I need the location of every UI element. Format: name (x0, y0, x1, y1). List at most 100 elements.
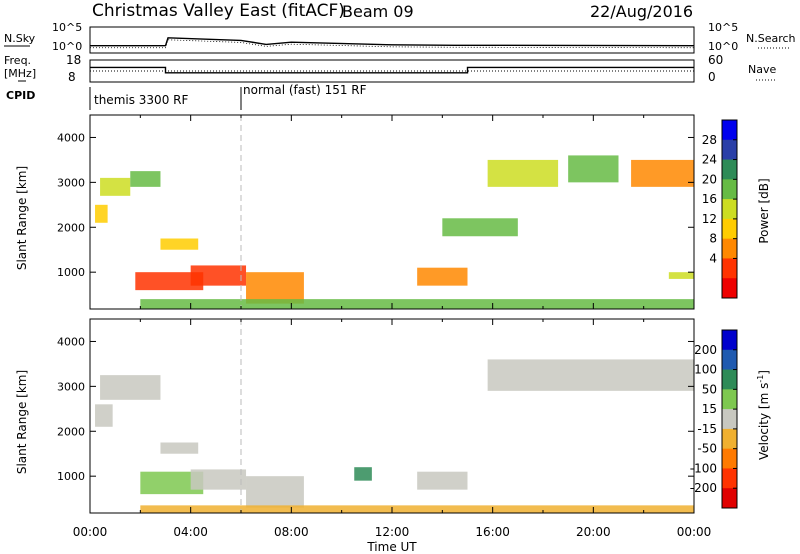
colorbar-swatch (722, 349, 737, 371)
data-region (190, 469, 247, 490)
freq-tick-top: 18 (66, 53, 81, 67)
beam-title: Beam 09 (342, 2, 414, 21)
colorbar-swatch (722, 278, 737, 299)
colorbar-swatch (722, 369, 737, 390)
nave-tick-bottom: 0 (708, 70, 716, 84)
data-region (568, 155, 619, 183)
power-panel: 1000 2000 3000 4000 Slant Range [km] (15, 114, 695, 310)
velocity-y-ticks: 1000 2000 3000 4000 (57, 335, 694, 483)
colorbar-tick-label: -50 (697, 442, 717, 456)
x-tick-label: 12:00 (375, 525, 410, 539)
colorbar-swatch (722, 139, 737, 161)
colorbar-tick-label: 200 (694, 343, 717, 357)
colorbar-swatch (722, 120, 737, 141)
data-region (135, 272, 204, 291)
freq-units: [MHz] (4, 67, 36, 80)
data-region (246, 476, 304, 508)
x-tick-label: 00:00 (73, 525, 108, 539)
velocity-colorbar-label-sup: -1 (756, 375, 765, 383)
colorbar-swatch (722, 330, 737, 351)
x-tick-label: 16:00 (475, 525, 510, 539)
data-region (140, 299, 695, 309)
colorbar-tick-label: 16 (702, 192, 717, 206)
data-region (668, 272, 694, 279)
data-region (100, 177, 131, 196)
colorbar-swatch (722, 199, 737, 220)
colorbar-tick-label: -200 (690, 481, 717, 495)
nsky-tick-bottom: 10^0 (52, 40, 82, 53)
nsky-panel: N.Sky 10^5 10^0 10^5 10^0 N.Search (4, 21, 796, 54)
colorbar-frame (721, 329, 738, 509)
freq-label: Freq. (4, 54, 31, 67)
velocity-colorbar-label: Velocity [m s-1] (756, 370, 771, 460)
nsearch-tick-bottom: 10^0 (708, 40, 738, 53)
data-region (487, 159, 559, 187)
colorbar-tick-label: 4 (709, 251, 717, 265)
power-data-cells (95, 155, 695, 309)
colorbar-tick-label: 12 (702, 212, 717, 226)
data-region (487, 359, 694, 391)
colorbar-swatch (722, 428, 737, 450)
nsearch-series-line (90, 39, 695, 49)
colorbar-swatch (722, 409, 737, 430)
data-region (246, 272, 304, 304)
data-region (130, 171, 161, 187)
y-tick-label: 2000 (57, 425, 85, 438)
data-region (140, 505, 695, 513)
power-y-ticks: 1000 2000 3000 4000 (57, 131, 694, 279)
cpid-panel: CPID themis 3300 RF normal (fast) 151 RF (6, 83, 367, 110)
colorbar-tick-label: -15 (697, 422, 717, 436)
colorbar-frame (721, 119, 738, 299)
colorbar-tick-label: 100 (694, 363, 717, 377)
data-region (417, 267, 468, 286)
y-tick-label: 4000 (57, 131, 85, 144)
power-colorbar: 28 24 20 16 12 8 4 (702, 119, 738, 299)
y-tick-label: 1000 (57, 266, 85, 279)
power-colorbar-label: Power [dB] (757, 178, 771, 243)
data-region (631, 159, 694, 187)
nave-tick-top: 60 (708, 53, 723, 67)
colorbar-tick-label: 50 (702, 382, 717, 396)
colorbar-tick-label: 20 (702, 172, 717, 186)
nsearch-tick-top: 10^5 (708, 21, 738, 34)
y-tick-label: 4000 (57, 335, 85, 348)
time-axis-title: Time UT (366, 540, 417, 554)
x-tick-label: 00:00 (677, 525, 712, 539)
velocity-panel: 1000 2000 3000 4000 Slant Range [km] (15, 318, 695, 514)
freq-series-line (90, 66, 694, 74)
colorbar-swatch (722, 179, 737, 200)
velocity-x-ticks (89, 319, 695, 513)
colorbar-swatch (722, 159, 737, 180)
data-region (95, 204, 108, 223)
colorbar-swatch (722, 389, 737, 410)
data-region (354, 467, 372, 481)
colorbar-swatch (722, 448, 737, 469)
velocity-data-cells (95, 359, 695, 513)
data-region (100, 375, 161, 400)
colorbar-tick-label: 28 (702, 133, 717, 147)
x-tick-label: 04:00 (173, 525, 208, 539)
colorbar-tick-label: 24 (702, 153, 717, 167)
colorbar-tick-label: 15 (702, 402, 717, 416)
data-region (442, 218, 518, 237)
velocity-ylabel: Slant Range [km] (15, 370, 29, 474)
cpid-segment-2: normal (fast) 151 RF (243, 83, 367, 97)
time-axis-labels: 00:00 04:00 08:00 12:00 16:00 20:00 00:00 (73, 525, 712, 539)
x-tick-label: 20:00 (576, 525, 611, 539)
y-tick-label: 2000 (57, 221, 85, 234)
colorbar-tick-label: 8 (709, 232, 717, 246)
radar-title: Christmas Valley East (fitACF) (92, 1, 345, 21)
velocity-colorbar-label-close: ] (757, 370, 771, 375)
colorbar-swatch (722, 258, 737, 279)
cpid-segment-1: themis 3300 RF (94, 93, 188, 107)
power-ylabel: Slant Range [km] (15, 166, 29, 270)
colorbar-swatch (722, 488, 737, 509)
data-region (160, 442, 199, 454)
nsky-series-line (90, 37, 695, 47)
velocity-colorbar-label-main: Velocity [m s (757, 383, 771, 460)
power-x-ticks (89, 115, 695, 309)
colorbar-swatch (722, 218, 737, 240)
colorbar-swatch (722, 468, 737, 489)
nsky-label: N.Sky (4, 32, 36, 45)
data-region (417, 471, 468, 490)
